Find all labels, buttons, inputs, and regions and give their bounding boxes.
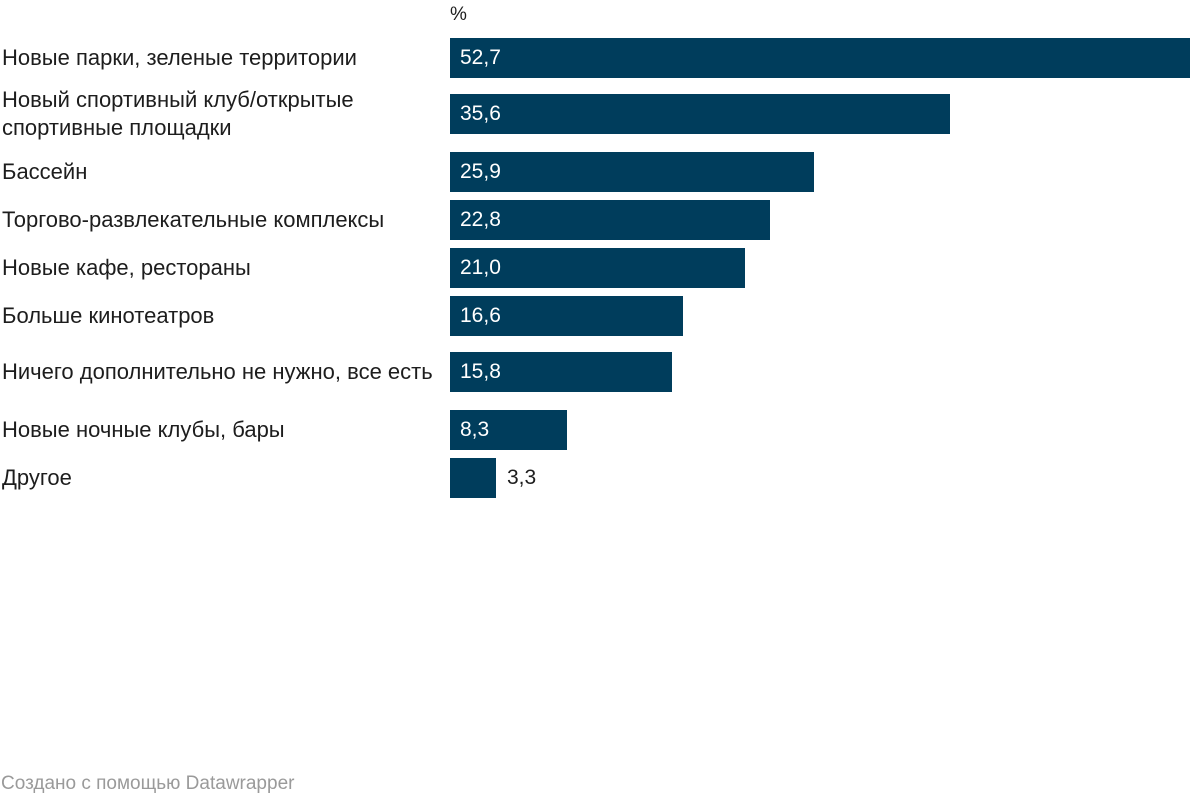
category-label: Новый спортивный клуб/открытые спортивны… (2, 87, 354, 140)
value-label: 16,6 (460, 304, 501, 327)
category-label: Бассейн (2, 159, 88, 184)
value-label: 22,8 (460, 208, 501, 231)
category-label: Больше кинотеатров (2, 303, 215, 328)
category-label: Новые ночные клубы, бары (2, 417, 285, 442)
bar (450, 352, 672, 392)
bar (450, 38, 1190, 78)
value-label: 8,3 (460, 418, 490, 441)
bar (450, 200, 770, 240)
value-label: 35,6 (460, 102, 501, 125)
category-label: Ничего дополнительно не нужно, все есть (2, 359, 433, 384)
unit-label: % (450, 4, 467, 25)
bar (450, 152, 814, 192)
bar (450, 458, 496, 498)
category-label: Новые кафе, рестораны (2, 255, 251, 280)
bar (450, 94, 950, 134)
value-label: 52,7 (460, 46, 501, 69)
value-label: 3,3 (507, 466, 537, 489)
category-label: Другое (2, 465, 72, 490)
category-label: Торгово-развлекательные комплексы (2, 207, 385, 232)
value-label: 25,9 (460, 160, 501, 183)
bar (450, 248, 745, 288)
bar (450, 296, 683, 336)
value-label: 15,8 (460, 360, 501, 383)
value-label: 21,0 (460, 256, 501, 279)
category-label: Новые парки, зеленые территории (2, 45, 357, 70)
datawrapper-credit: Создано с помощью Datawrapper (1, 773, 295, 794)
bar (450, 410, 567, 450)
